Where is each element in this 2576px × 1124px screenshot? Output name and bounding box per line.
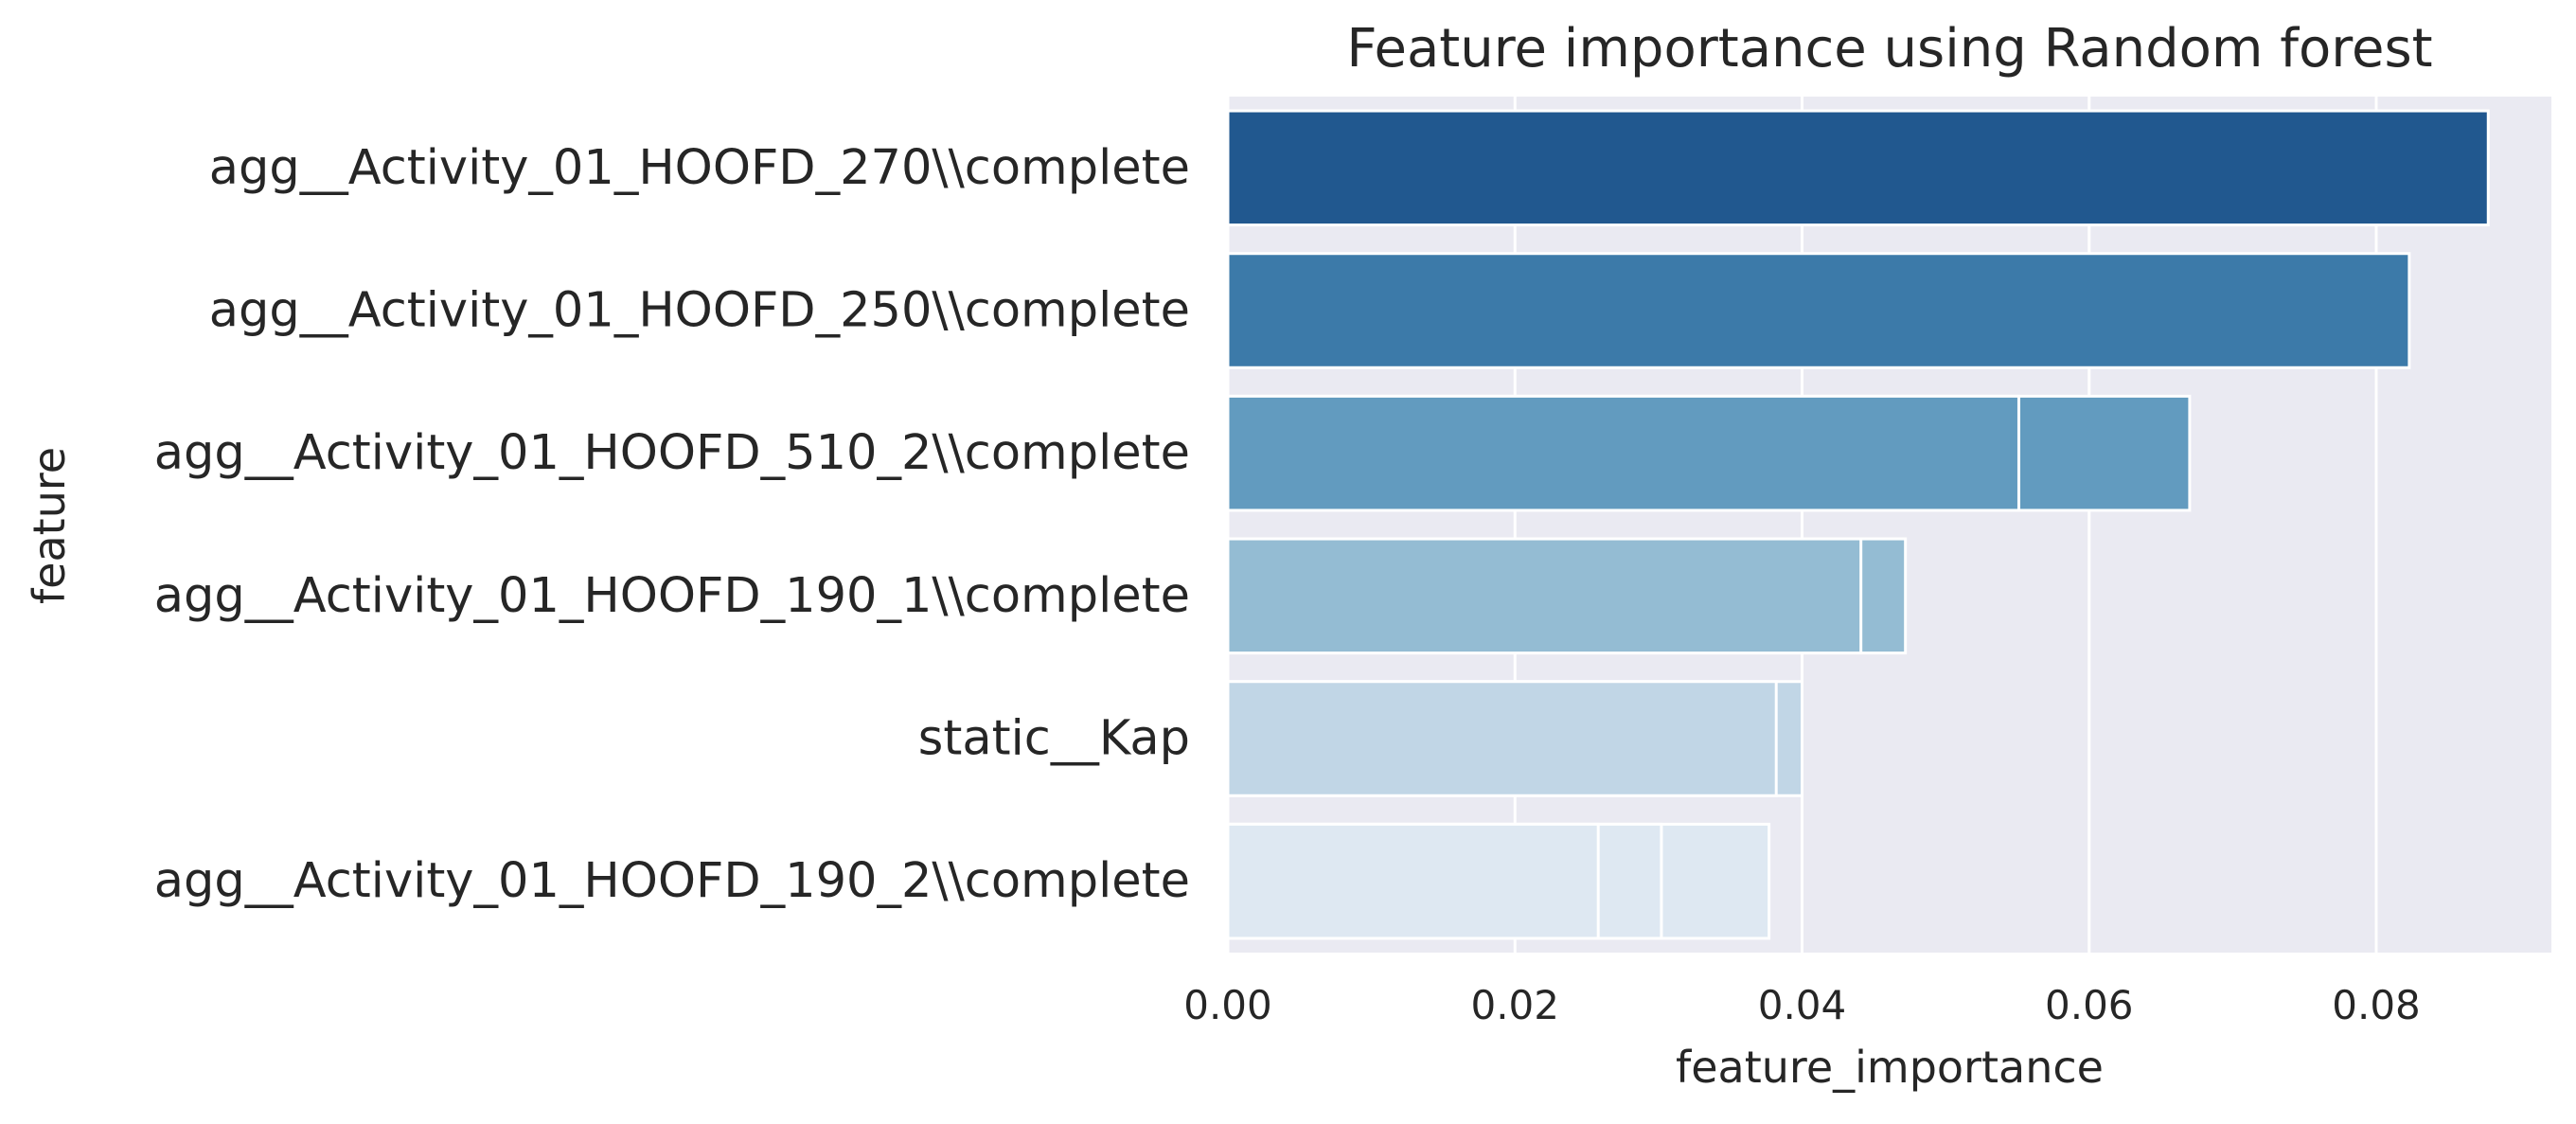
y-tick-label: agg__Activity_01_HOOFD_190_2\\complete bbox=[154, 853, 1190, 909]
bar bbox=[1226, 680, 1778, 797]
x-tick-label: 0.00 bbox=[1183, 982, 1272, 1028]
bar bbox=[1226, 109, 2490, 227]
y-tick-label: static__Kap bbox=[918, 711, 1190, 767]
y-tick-label: agg__Activity_01_HOOFD_190_1\\complete bbox=[154, 568, 1190, 624]
bar bbox=[1226, 252, 2411, 369]
y-tick-label: agg__Activity_01_HOOFD_270\\complete bbox=[209, 140, 1190, 196]
x-tick-labels: 0.00 0.02 0.04 0.06 0.08 bbox=[1183, 982, 2421, 1028]
x-tick-label: 0.08 bbox=[2332, 982, 2421, 1028]
x-tick-label: 0.02 bbox=[1470, 982, 1559, 1028]
grid-lines bbox=[1226, 97, 2378, 953]
y-axis-label: feature bbox=[24, 447, 75, 604]
bar bbox=[1226, 822, 1600, 940]
bar bbox=[1226, 537, 1863, 655]
y-tick-label: agg__Activity_01_HOOFD_510_2\\complete bbox=[154, 425, 1190, 481]
chart-title: Feature importance using Random forest bbox=[1346, 18, 2432, 80]
y-tick-label: agg__Activity_01_HOOFD_250\\complete bbox=[209, 283, 1190, 339]
plot-background bbox=[1228, 97, 2551, 953]
bar bbox=[1226, 394, 2020, 512]
bars bbox=[1226, 109, 2490, 940]
x-tick-label: 0.04 bbox=[1758, 982, 1847, 1028]
y-tick-labels: agg__Activity_01_HOOFD_270\\complete agg_… bbox=[154, 140, 1190, 909]
x-tick-label: 0.06 bbox=[2045, 982, 2134, 1028]
x-axis-label: feature_importance bbox=[1676, 1042, 2104, 1093]
